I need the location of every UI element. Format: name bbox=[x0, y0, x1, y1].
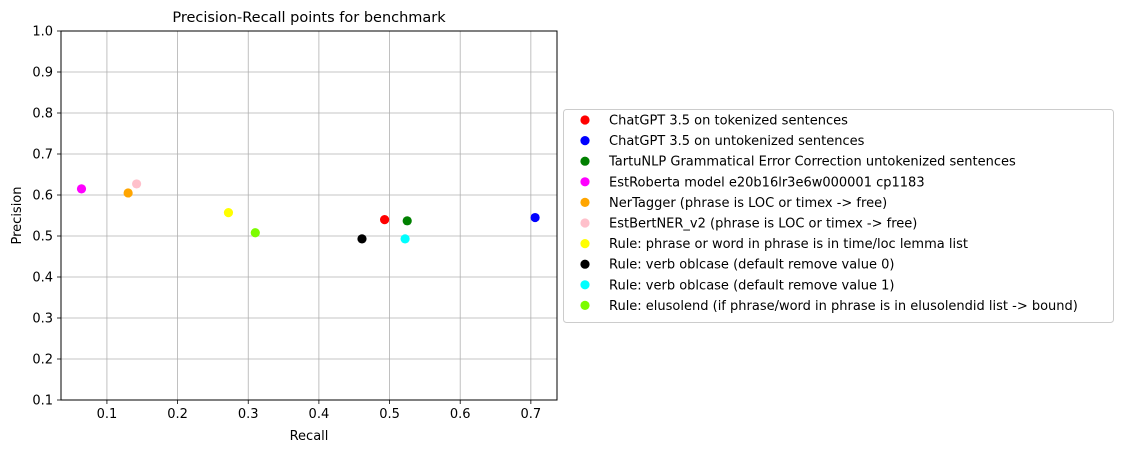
data-points bbox=[76, 179, 540, 244]
legend-marker bbox=[580, 259, 590, 269]
legend-marker bbox=[580, 197, 590, 207]
legend-marker bbox=[580, 177, 590, 187]
data-point bbox=[400, 234, 410, 244]
legend-marker bbox=[580, 156, 590, 166]
x-axis-ticks: 0.1 0.2 0.3 0.4 0.5 0.6 0.7 bbox=[97, 400, 542, 422]
y-tick-label: 0.5 bbox=[32, 230, 53, 245]
x-tick-label: 0.4 bbox=[309, 407, 330, 422]
data-point bbox=[76, 184, 87, 194]
x-axis-label: Recall bbox=[290, 429, 329, 444]
x-tick-label: 0.6 bbox=[450, 407, 471, 422]
legend-label: Rule: phrase or word in phrase is in tim… bbox=[609, 237, 968, 252]
legend-marker bbox=[580, 218, 590, 228]
chart-title: Precision-Recall points for benchmark bbox=[172, 10, 446, 26]
data-point bbox=[132, 179, 142, 189]
legend-label: ChatGPT 3.5 on tokenized sentences bbox=[609, 114, 848, 129]
legend-label: Rule: verb oblcase (default remove value… bbox=[609, 278, 895, 293]
y-tick-label: 0.2 bbox=[32, 353, 53, 368]
y-tick-label: 0.8 bbox=[32, 107, 53, 122]
y-tick-label: 0.3 bbox=[32, 312, 53, 327]
data-point bbox=[250, 228, 260, 238]
x-tick-label: 0.1 bbox=[97, 407, 118, 422]
data-point bbox=[402, 216, 412, 226]
legend-label: EstBertNER_v2 (phrase is LOC or timex ->… bbox=[609, 217, 917, 232]
y-tick-label: 1.0 bbox=[32, 25, 53, 40]
data-point bbox=[123, 188, 133, 198]
data-point bbox=[530, 212, 540, 223]
y-tick-label: 0.1 bbox=[32, 394, 53, 409]
data-point bbox=[223, 208, 234, 218]
legend-marker bbox=[580, 115, 590, 125]
y-axis-ticks: 0.1 0.2 0.3 0.4 0.5 0.6 0.7 0.8 0.9 1.0 bbox=[32, 25, 61, 409]
legend-marker bbox=[580, 280, 590, 290]
y-tick-label: 0.4 bbox=[32, 271, 53, 286]
y-tick-label: 0.9 bbox=[32, 66, 53, 81]
legend-label: NerTagger (phrase is LOC or timex -> fre… bbox=[609, 196, 887, 211]
y-axis-label: Precision bbox=[10, 186, 25, 244]
y-tick-label: 0.6 bbox=[32, 189, 53, 204]
legend-marker bbox=[580, 239, 590, 249]
legend-label: EstRoberta model e20b16lr3e6w000001 cp11… bbox=[609, 175, 925, 190]
legend-label: Rule: verb oblcase (default remove value… bbox=[609, 258, 895, 273]
legend-label: TartuNLP Grammatical Error Correction un… bbox=[608, 155, 1016, 170]
y-tick-label: 0.7 bbox=[32, 148, 53, 163]
legend-marker bbox=[580, 300, 590, 310]
plot-area-frame bbox=[60, 30, 558, 401]
x-tick-label: 0.3 bbox=[238, 407, 259, 422]
x-tick-label: 0.5 bbox=[379, 407, 400, 422]
legend-box bbox=[563, 109, 1114, 323]
legend-marker bbox=[580, 136, 590, 146]
legend-label: ChatGPT 3.5 on untokenized sentences bbox=[609, 134, 865, 149]
legend-label: Rule: elusolend (if phrase/word in phras… bbox=[609, 299, 1078, 314]
x-tick-label: 0.7 bbox=[521, 407, 542, 422]
x-tick-label: 0.2 bbox=[167, 407, 188, 422]
data-point bbox=[357, 234, 367, 244]
data-point bbox=[380, 215, 390, 225]
legend: ChatGPT 3.5 on tokenized sentences ChatGP… bbox=[563, 109, 1114, 323]
